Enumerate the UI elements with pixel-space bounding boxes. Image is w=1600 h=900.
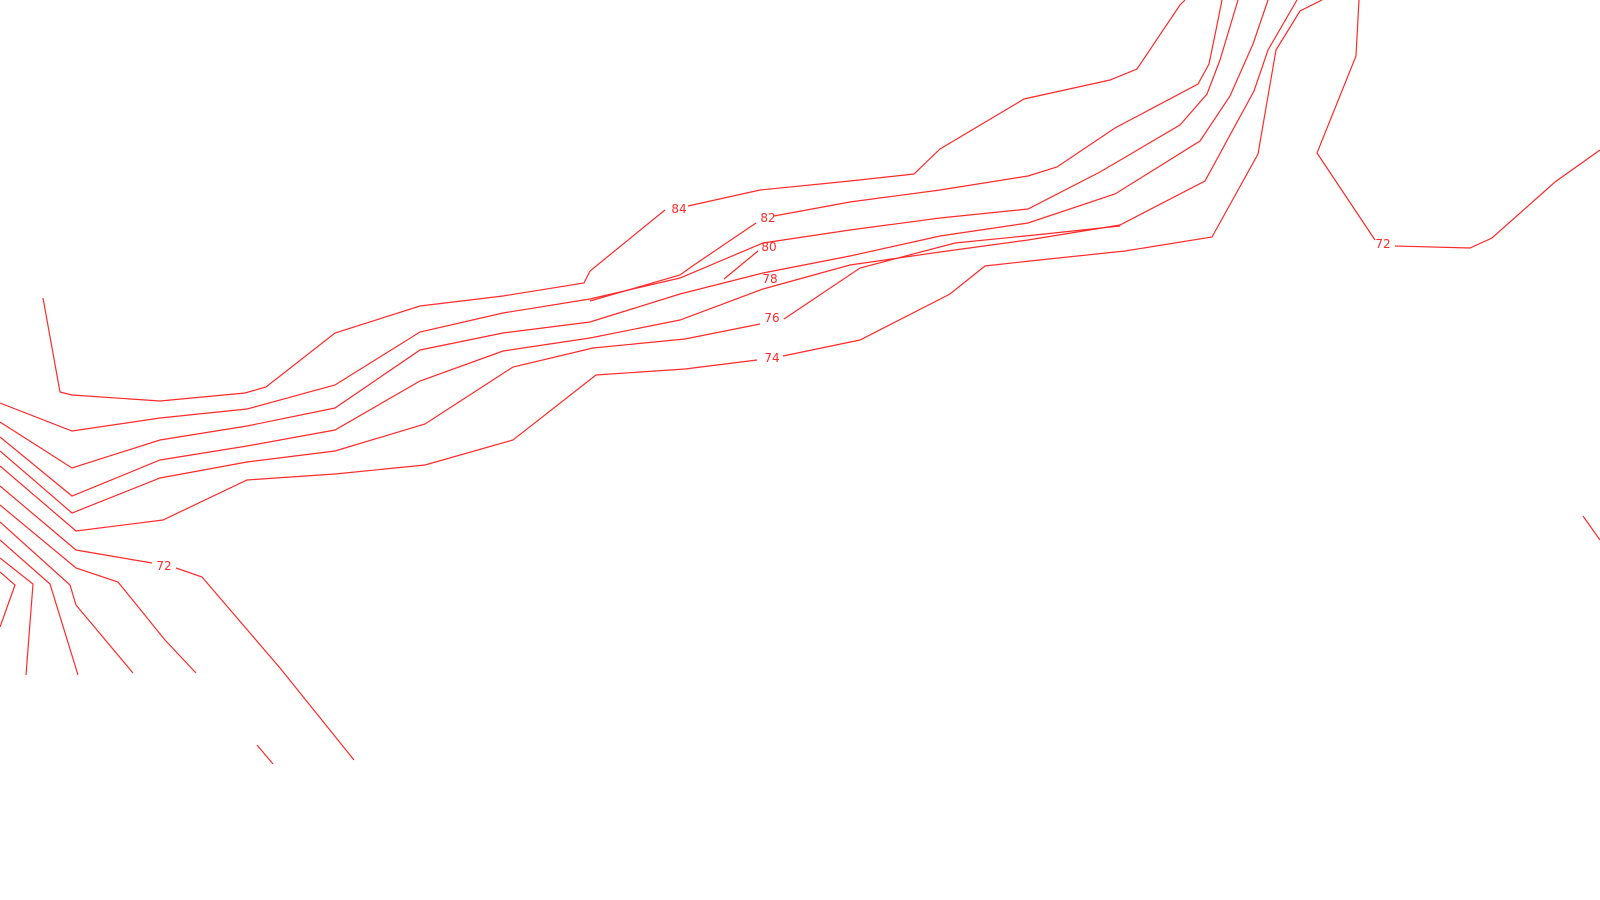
contour-80-a [0, 0, 1298, 497]
contour-84-a [0, 0, 1239, 432]
contour-84-top [42, 209, 666, 402]
contour-label-76: 76 [764, 311, 779, 325]
contour-82-a [0, 0, 1269, 469]
contour-82-top [589, 222, 757, 302]
contour-72-right [1316, 0, 1376, 241]
contour-label-78: 78 [762, 272, 777, 286]
contour-label-84: 84 [671, 202, 686, 216]
contour-lower-5 [0, 571, 16, 628]
contour-label-72: 72 [1375, 237, 1390, 251]
contour-78-b [783, 225, 1121, 320]
contour-lower-1 [0, 504, 197, 674]
contour-label-80: 80 [761, 240, 776, 254]
contour-80-top [723, 250, 759, 280]
contour-72-left [0, 485, 153, 564]
contour-74-a [782, 0, 1323, 357]
contour-lower-4 [0, 557, 34, 676]
contour-82-b [773, 0, 1223, 217]
contour-label-74: 74 [764, 351, 779, 365]
contour-lower-3 [0, 539, 79, 676]
contour-lines [0, 0, 1600, 765]
contour-72-left-b [175, 567, 355, 761]
contour-84-b [687, 0, 1186, 207]
contour-small-dash [256, 744, 274, 765]
contour-72-right-b [1394, 149, 1600, 249]
contour-label-82: 82 [760, 211, 775, 225]
contour-labels: 84 82 80 78 76 74 72 72 [156, 202, 1390, 573]
contour-lower-2 [0, 521, 134, 674]
contour-label-72: 72 [156, 559, 171, 573]
contour-78-a [0, 323, 761, 514]
contour-right-edge [1582, 515, 1600, 541]
contour-76-a [0, 359, 758, 532]
